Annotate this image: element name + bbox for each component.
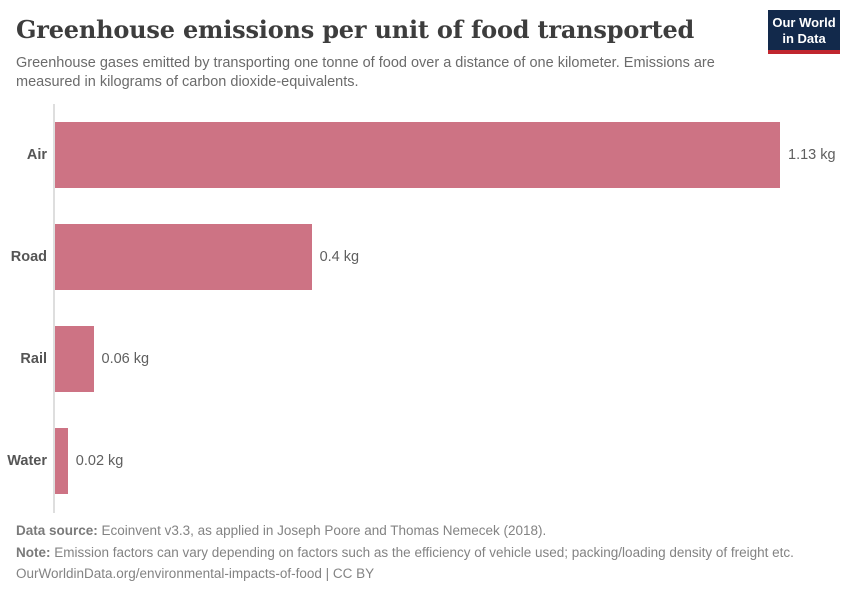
- bar-row-air: Air 1.13 kg: [0, 122, 836, 188]
- note-label: Note:: [16, 544, 51, 560]
- data-source-text: Ecoinvent v3.3, as applied in Joseph Poo…: [97, 523, 547, 538]
- bar-row-water: Water 0.02 kg: [0, 428, 123, 494]
- value-label-air: 1.13 kg: [788, 147, 836, 163]
- category-label-rail: Rail: [20, 351, 47, 367]
- value-label-rail: 0.06 kg: [101, 351, 150, 367]
- bar-air[interactable]: [55, 122, 780, 188]
- footer-url-line[interactable]: OurWorldinData.org/environmental-impacts…: [16, 566, 375, 581]
- owid-logo[interactable]: Our World in Data: [768, 10, 840, 54]
- category-label-air: Air: [26, 147, 47, 163]
- chart-subtitle: Greenhouse gases emitted by transporting…: [16, 55, 715, 90]
- owid-logo-line1: Our World: [772, 15, 836, 30]
- data-source-label: Data source:: [16, 523, 98, 538]
- category-label-road: Road: [10, 249, 47, 265]
- bar-row-road: Road 0.4 kg: [0, 224, 359, 290]
- bar-row-rail: Rail 0.06 kg: [0, 326, 149, 392]
- note-line: Note: Emission factors can vary dependin…: [16, 542, 836, 564]
- value-label-water: 0.02 kg: [75, 453, 124, 469]
- data-source-line: Data source: Ecoinvent v3.3, as applied …: [16, 520, 836, 542]
- value-label-road: 0.4 kg: [319, 249, 360, 265]
- chart-footer: Data source: Ecoinvent v3.3, as applied …: [16, 520, 836, 585]
- bar-road[interactable]: [55, 224, 312, 290]
- owid-logo-line2: in Data: [782, 31, 826, 46]
- bar-rail[interactable]: [55, 326, 94, 392]
- bar-water[interactable]: [55, 428, 68, 494]
- y-axis-line: [53, 104, 55, 513]
- note-text: Emission factors can vary depending on f…: [50, 544, 794, 560]
- page-title: Greenhouse emissions per unit of food tr…: [16, 15, 695, 44]
- category-label-water: Water: [7, 453, 47, 469]
